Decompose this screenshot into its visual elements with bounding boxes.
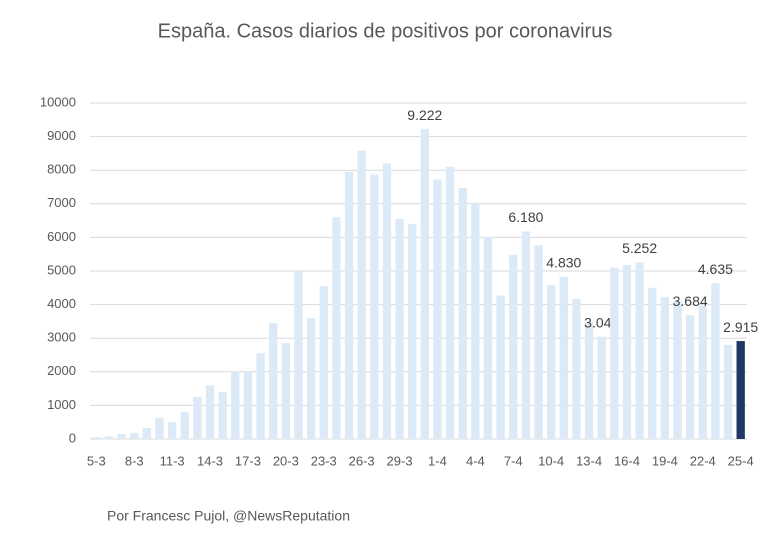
bar — [269, 323, 278, 439]
bar — [711, 283, 720, 439]
bar — [332, 217, 341, 439]
bar — [218, 391, 227, 439]
bar — [698, 305, 707, 439]
bar — [130, 432, 139, 439]
x-tick-label: 17-3 — [235, 453, 261, 468]
x-tick-label: 1-4 — [428, 453, 447, 468]
bar — [408, 223, 417, 439]
bar — [546, 285, 556, 439]
bar — [660, 297, 670, 439]
x-tick-label: 5-3 — [87, 453, 106, 468]
y-tick-label: 9000 — [47, 128, 76, 143]
x-tick-label: 10-4 — [538, 453, 564, 468]
data-label: 2.915 — [723, 319, 758, 335]
x-tick-label: 14-3 — [197, 453, 223, 468]
bar — [597, 336, 606, 439]
bar — [231, 371, 240, 439]
bar — [256, 353, 265, 439]
y-tick-label: 7000 — [47, 195, 76, 210]
data-label: 5.252 — [622, 240, 657, 256]
bar — [205, 385, 215, 439]
bar — [648, 287, 657, 439]
bar — [92, 437, 101, 439]
data-label: 4.830 — [546, 254, 581, 270]
bar — [319, 286, 328, 439]
data-label: 9.222 — [407, 107, 442, 123]
x-tick-label: 29-3 — [387, 453, 413, 468]
bar — [483, 236, 493, 439]
x-tick-label: 13-4 — [576, 453, 602, 468]
data-label: 6.180 — [508, 209, 543, 225]
bar — [117, 433, 126, 439]
bar — [180, 412, 189, 439]
y-tick-label: 5000 — [47, 262, 76, 277]
bar — [142, 427, 152, 439]
x-tick-label: 22-4 — [690, 453, 716, 468]
bar — [622, 264, 632, 439]
bar — [382, 163, 392, 440]
y-tick-label: 3000 — [47, 330, 76, 345]
y-tick-label: 0 — [69, 430, 76, 445]
bar — [685, 315, 695, 439]
x-tick-label: 19-4 — [652, 453, 678, 468]
bar — [294, 271, 303, 439]
bar — [584, 322, 594, 439]
bar — [155, 418, 164, 439]
bar — [559, 276, 568, 439]
x-tick-label: 7-4 — [504, 453, 523, 468]
bar — [723, 344, 733, 439]
bar — [521, 231, 531, 439]
data-label: 3.684 — [673, 293, 708, 309]
bar — [445, 166, 455, 439]
x-tick-label: 23-3 — [311, 453, 337, 468]
bar — [370, 174, 379, 439]
data-label: 4.635 — [698, 261, 733, 277]
y-tick-label: 10000 — [40, 94, 76, 109]
x-tick-label: 16-4 — [614, 453, 640, 468]
chart-title: España. Casos diarios de positivos por c… — [158, 20, 613, 42]
bar — [635, 262, 644, 439]
bar — [243, 371, 253, 439]
bar — [420, 129, 429, 439]
bar — [104, 436, 114, 439]
bar — [344, 171, 354, 439]
bar — [736, 341, 745, 439]
bar — [509, 254, 518, 439]
bar — [306, 318, 316, 439]
bar — [458, 188, 467, 439]
bar — [534, 245, 543, 439]
bar — [395, 218, 404, 439]
y-tick-label: 8000 — [47, 162, 76, 177]
bar — [433, 179, 442, 439]
y-tick-label: 1000 — [47, 397, 76, 412]
bar — [572, 298, 581, 439]
x-tick-label: 20-3 — [273, 453, 299, 468]
bar — [193, 397, 202, 439]
x-tick-label: 8-3 — [125, 453, 144, 468]
y-tick-label: 6000 — [47, 229, 76, 244]
bar — [357, 150, 366, 439]
bar — [496, 295, 505, 439]
x-tick-label: 11-3 — [160, 453, 185, 468]
x-tick-label: 4-4 — [466, 453, 485, 468]
x-tick-label: 25-4 — [728, 453, 754, 468]
bar — [471, 202, 480, 439]
bar — [281, 343, 291, 439]
y-tick-label: 2000 — [47, 363, 76, 378]
bar — [610, 267, 619, 439]
footer: Por Francesc Pujol, @NewsReputation — [107, 508, 350, 524]
bar — [673, 301, 682, 439]
bar — [167, 422, 177, 439]
x-tick-label: 26-3 — [349, 453, 375, 468]
y-tick-label: 4000 — [47, 296, 76, 311]
